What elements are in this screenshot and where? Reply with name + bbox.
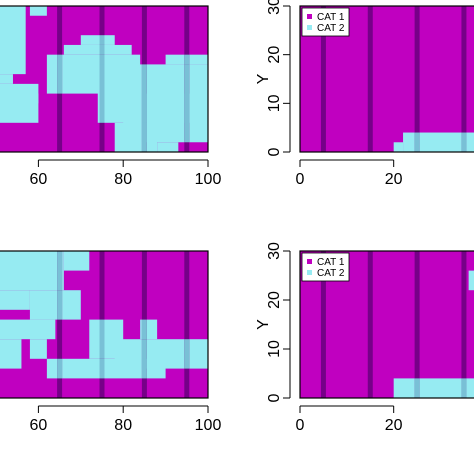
legend-box	[301, 7, 350, 37]
stripe-over-cat2	[99, 44, 105, 55]
y-tick-label: 20	[266, 46, 283, 64]
stripe-over-cat2	[461, 378, 467, 398]
plot-area	[0, 6, 208, 152]
y-axis-title: Y	[255, 73, 272, 84]
cat2-cell	[114, 122, 158, 152]
cat2-cell	[46, 358, 166, 379]
stripe-over-cat2	[141, 339, 147, 369]
panel-top-left: 60 80 100	[0, 5, 222, 188]
stripe-over-cat2	[99, 319, 105, 359]
legend-label: CAT 1	[317, 12, 345, 23]
stripe	[461, 6, 467, 152]
cat2-cell	[468, 270, 474, 291]
cat2-cell	[25, 93, 39, 104]
stripe-over-cat2	[57, 251, 63, 291]
x-tick-label: 100	[195, 171, 222, 188]
cat2-cell	[0, 339, 22, 369]
legend-label: CAT 2	[317, 268, 345, 279]
plot-area	[0, 251, 208, 398]
cat2-cell	[0, 74, 13, 84]
stripe-over-cat2	[184, 54, 190, 65]
stripe-over-cat2	[461, 132, 467, 152]
x-tick-label: 60	[30, 417, 48, 434]
legend-label: CAT 2	[317, 23, 345, 34]
y-tick-label: 30	[266, 0, 283, 15]
stripe-over-cat2	[184, 339, 190, 369]
stripe-over-cat2	[141, 93, 147, 143]
stripe-over-cat2	[141, 358, 147, 379]
stripe	[461, 251, 467, 398]
stripe	[57, 251, 63, 398]
stripe	[184, 251, 190, 398]
stripe-over-cat2	[141, 122, 147, 152]
stripe-over-cat2	[57, 290, 63, 320]
stripe-over-cat2	[141, 319, 147, 340]
stripe-over-cat2	[99, 35, 105, 45]
cat2-cell	[29, 6, 47, 16]
cat2-cell	[157, 142, 179, 152]
cat2-cell	[0, 251, 64, 291]
x-tick-label: 80	[114, 417, 132, 434]
x-tick-label: 20	[385, 171, 403, 188]
x-tick-label: 60	[30, 171, 48, 188]
y-tick-label: 10	[266, 94, 283, 112]
legend-swatch	[307, 270, 312, 275]
cat2-cell	[29, 290, 81, 320]
y-tick-label: 0	[266, 393, 283, 402]
x-tick-label: 80	[114, 171, 132, 188]
stripe	[414, 251, 420, 398]
stripe-over-cat2	[99, 358, 105, 379]
y-tick-label: 30	[266, 242, 283, 260]
x-tick-label: 0	[296, 417, 305, 434]
x-tick-label: 0	[296, 171, 305, 188]
cat2-cell	[0, 6, 26, 75]
stripe	[320, 251, 326, 398]
y-axis-title: Y	[255, 319, 272, 330]
stripe-over-cat2	[414, 132, 420, 152]
x-tick-label: 20	[385, 417, 403, 434]
stripe-over-cat2	[99, 64, 105, 123]
stripe	[414, 6, 420, 152]
legend-swatch	[307, 259, 312, 264]
panel-bottom-left: 60 80 100	[0, 250, 222, 434]
plot-frame	[0, 5, 209, 153]
stripe-over-cat2	[57, 54, 63, 94]
cat2-cell	[63, 44, 132, 55]
plot-frame	[299, 250, 474, 399]
x-tick-label: 100	[195, 417, 222, 434]
cat2-cell	[0, 83, 39, 123]
y-tick-label: 0	[266, 147, 283, 156]
cat2-cell	[403, 132, 474, 152]
stripe	[367, 6, 373, 152]
stripe	[367, 251, 373, 398]
cat2-cell	[29, 339, 47, 359]
stripe-over-cat2	[414, 378, 420, 398]
cat2-cell	[80, 35, 115, 45]
cat2-cell	[0, 290, 30, 310]
cat2-cell	[0, 319, 56, 340]
stripe-over-cat2	[57, 358, 63, 379]
y-tick-label: 10	[266, 340, 283, 358]
plot-frame	[299, 5, 474, 153]
cat2-cell	[63, 251, 90, 271]
y-tick-label: 20	[266, 291, 283, 309]
legend-box	[301, 252, 350, 282]
cat2-cell	[393, 142, 404, 152]
legend-swatch	[307, 25, 312, 30]
legend-swatch	[307, 14, 312, 19]
cat2-cell	[393, 378, 474, 398]
legend-label: CAT 1	[317, 257, 345, 268]
stripe	[320, 6, 326, 152]
stripe-over-cat2	[184, 93, 190, 143]
plot-frame	[0, 250, 209, 399]
